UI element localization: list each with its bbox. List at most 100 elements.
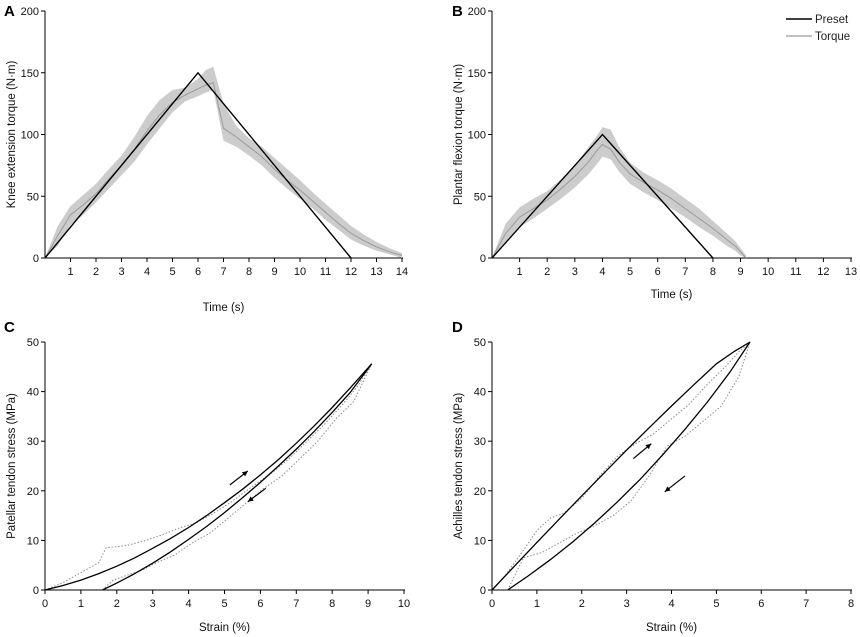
panel-d-measured-unloading — [507, 341, 751, 591]
legend: Preset Torque — [786, 14, 850, 43]
panel-b-x-tick-label: 3 — [572, 266, 578, 278]
panel-d-y-tick-label: 10 — [474, 535, 486, 547]
panel-a-y-tick-label: 50 — [27, 191, 39, 203]
panel-b-x-tick-label: 13 — [845, 266, 857, 278]
panel-b-preset-line — [491, 133, 714, 259]
panel-d-x-tick-label: 2 — [579, 598, 585, 610]
panel-b-x-tick-label: 9 — [737, 266, 743, 278]
panel-b-x-tick-label: 8 — [710, 266, 716, 278]
panel-c-x-tick-label: 7 — [293, 598, 299, 610]
panel-a-x-tick-label: 3 — [118, 266, 124, 278]
panel-b-torque-band — [492, 127, 747, 258]
panel-d-x-tick-label: 6 — [758, 598, 764, 610]
panel-d-y-axis-label: Achilles tendon stress (MPa) — [453, 393, 465, 540]
panel-a-x-tick-label: 14 — [396, 266, 408, 278]
panel-a-letter: A — [4, 3, 15, 20]
panel-c-loading-curve — [44, 363, 373, 591]
panel-d-x-tick-label: 1 — [534, 598, 540, 610]
panel-d-x-tick-label: 4 — [668, 598, 674, 610]
panel-d-x-tick-label: 7 — [803, 598, 809, 610]
panel-d-x-tick-label: 0 — [489, 598, 495, 610]
legend-torque-label: Torque — [815, 31, 850, 43]
panel-a-x-tick-label: 8 — [246, 266, 252, 278]
panel-b-y-tick-label: 100 — [468, 130, 486, 142]
panel-a-x-tick-label: 1 — [67, 266, 73, 278]
panel-c-x-tick-label: 6 — [257, 598, 263, 610]
panel-c: C 0 10 20 30 40 50 0 1 2 3 4 5 6 7 8 9 10 Strain (%) Patell… — [4, 319, 410, 634]
panel-c-measured-loading — [44, 363, 373, 591]
panel-c-unloading-arrow-head — [247, 496, 254, 502]
panel-a-x-tick-label: 6 — [195, 266, 201, 278]
panel-c-x-tick-label: 1 — [78, 598, 84, 610]
panel-d-x-tick-label: 3 — [624, 598, 630, 610]
panel-c-x-tick-label: 2 — [114, 598, 120, 610]
panel-d-loading-curve — [491, 341, 751, 591]
panel-c-x-tick-label: 4 — [186, 598, 192, 610]
panel-a-torque-line — [44, 81, 403, 259]
panel-c-y-tick-label: 10 — [27, 535, 39, 547]
panel-b-y-tick-label: 200 — [468, 6, 486, 18]
panel-b-letter: B — [452, 3, 463, 20]
panel-c-y-tick-label: 50 — [27, 337, 39, 349]
panel-a-x-tick-label: 7 — [220, 266, 226, 278]
panel-b-x-tick-label: 1 — [517, 266, 523, 278]
panel-b-x-tick-label: 7 — [682, 266, 688, 278]
panel-a-y-tick-label: 100 — [21, 130, 39, 142]
panel-c-y-tick-label: 20 — [27, 486, 39, 498]
panel-d-measured-loading — [491, 341, 751, 591]
panel-a-x-tick-label: 9 — [271, 266, 277, 278]
panel-d-x-tick-label: 8 — [848, 598, 854, 610]
panel-d-letter: D — [452, 319, 463, 336]
panel-c-x-tick-label: 5 — [221, 598, 227, 610]
panel-d: D 0 10 20 30 40 50 0 1 2 3 4 5 6 7 8 Strain (%) Achilles … — [452, 319, 854, 634]
panel-d-x-tick-label: 5 — [713, 598, 719, 610]
panel-c-x-tick-label: 9 — [365, 598, 371, 610]
panel-c-x-tick-label: 0 — [42, 598, 48, 610]
panel-c-x-tick-label: 3 — [150, 598, 156, 610]
panel-a-x-axis-label: Time (s) — [203, 302, 245, 314]
panel-b-x-tick-label: 6 — [655, 266, 661, 278]
panel-a-y-tick-label: 150 — [21, 68, 39, 80]
panel-b-y-tick-label: 0 — [480, 253, 486, 265]
panel-b-x-tick-label: 5 — [627, 266, 633, 278]
panel-b-y-axis-label: Plantar flexion torque (N·m) — [453, 64, 465, 205]
panel-d-loading-arrow-head — [645, 443, 652, 450]
panel-d-y-tick-label: 40 — [474, 387, 486, 399]
panel-b-x-tick-label: 12 — [817, 266, 829, 278]
panel-d-unloading-arrow-head — [664, 486, 671, 492]
panel-a-x-tick-label: 13 — [370, 266, 382, 278]
panel-d-unloading-curve — [507, 341, 751, 591]
panel-a-y-tick-label: 0 — [33, 253, 39, 265]
panel-a-y-axis-label: Knee extension torque (N·m) — [6, 61, 18, 209]
panel-c-letter: C — [4, 319, 15, 336]
panel-d-y-tick-label: 20 — [474, 486, 486, 498]
panel-d-x-axis-label: Strain (%) — [646, 622, 697, 634]
panel-d-y-tick-label: 0 — [480, 585, 486, 597]
panel-d-y-tick-label: 50 — [474, 337, 486, 349]
panel-c-x-tick-label: 10 — [398, 598, 410, 610]
panel-c-y-tick-label: 0 — [33, 585, 39, 597]
panel-a-x-tick-label: 11 — [320, 266, 331, 278]
panel-b-x-tick-label: 2 — [544, 266, 550, 278]
panel-c-x-tick-label: 8 — [329, 598, 335, 610]
panel-a-y-tick-label: 200 — [21, 6, 39, 18]
panel-b-x-tick-label: 10 — [762, 266, 774, 278]
panel-a-preset-line — [44, 71, 352, 259]
legend-preset-label: Preset — [815, 14, 849, 26]
panel-c-x-axis-label: Strain (%) — [199, 622, 250, 634]
panel-a-x-tick-label: 2 — [93, 266, 99, 278]
panel-c-loading-arrow-head — [241, 470, 248, 477]
panel-a-x-tick-label: 12 — [345, 266, 357, 278]
panel-c-y-tick-label: 30 — [27, 436, 39, 448]
panel-b-x-axis-label: Time (s) — [651, 289, 693, 301]
panel-b-y-tick-label: 150 — [468, 68, 486, 80]
panel-a-x-tick-label: 10 — [294, 266, 306, 278]
panel-a-x-tick-label: 5 — [169, 266, 175, 278]
panel-b-torque-line — [491, 143, 747, 259]
panel-c-unloading-curve — [102, 363, 373, 591]
panel-d-y-tick-label: 30 — [474, 436, 486, 448]
panel-b-y-tick-label: 50 — [474, 191, 486, 203]
